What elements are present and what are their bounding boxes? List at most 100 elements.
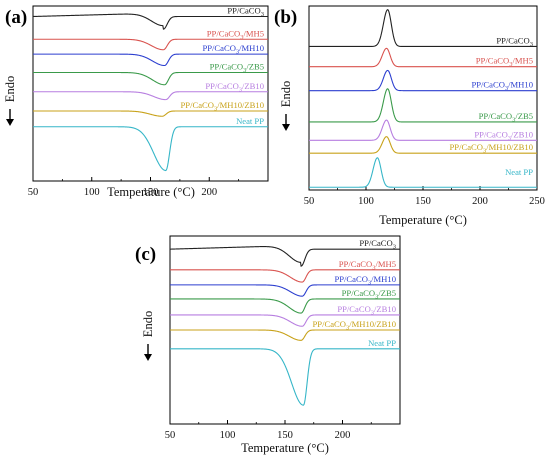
- series-label-sub: 3: [508, 135, 511, 142]
- series-label-main: PP/CaCO: [210, 62, 243, 72]
- x-tick-label: 100: [220, 430, 236, 441]
- series-line: [33, 91, 268, 101]
- series-label: PP/CaCO3/ZB10: [205, 81, 264, 94]
- series-line: [309, 9, 537, 48]
- x-tick-label: 50: [304, 196, 315, 207]
- series-line: [309, 119, 537, 141]
- plot-frame: [308, 5, 538, 191]
- series-label: Neat PP: [368, 338, 396, 348]
- x-axis-label: Temperature (°C): [379, 213, 467, 227]
- series-label-tail: /MH5: [512, 56, 533, 66]
- series-line: [309, 47, 537, 68]
- series-label: PP/CaCO3/MH10: [202, 43, 264, 56]
- series-label: PP/CaCO3/MH10: [471, 80, 533, 93]
- series-label: PP/CaCO3: [359, 238, 396, 251]
- x-axis-label: Temperature (°C): [241, 441, 329, 455]
- series-label-sub: 3: [530, 41, 533, 48]
- series-label: PP/CaCO3/MH5: [339, 259, 396, 272]
- x-axis-label: Temperature (°C): [107, 185, 195, 199]
- series-label-sub: 3: [509, 61, 512, 68]
- x-tick-label: 50: [28, 187, 39, 198]
- x-tick-label: 200: [201, 187, 217, 198]
- series-label: PP/CaCO3/ZB5: [342, 288, 396, 301]
- x-tick-label: 250: [529, 196, 545, 207]
- x-tick-label: 200: [472, 196, 488, 207]
- series-label-sub: 3: [243, 67, 246, 74]
- series-label: PP/CaCO3/MH10/ZB10: [181, 100, 264, 113]
- series-label-main: Neat PP: [505, 167, 533, 177]
- series-label-sub: 3: [372, 264, 375, 271]
- endo-label: Endo: [3, 76, 17, 102]
- series-line: [309, 69, 537, 92]
- series-label-sub: 3: [239, 86, 242, 93]
- x-tick-label: 150: [143, 187, 159, 198]
- series-label: PP/CaCO3: [227, 6, 264, 19]
- series-line: [33, 38, 268, 51]
- series-line: [309, 88, 537, 123]
- series-label-tail: /MH5: [243, 28, 264, 38]
- series-label: Neat PP: [236, 116, 264, 126]
- series-line: [170, 329, 400, 341]
- series-label-main: PP/CaCO: [496, 35, 529, 45]
- series-label-sub: 3: [483, 148, 486, 155]
- panel-label: (a): [5, 7, 27, 28]
- series-label-sub: 3: [512, 116, 515, 123]
- series-label-tail: /MH10/ZB10: [349, 319, 396, 329]
- series-line: [33, 126, 268, 172]
- series-line: [170, 284, 400, 297]
- series-label-tail: /MH10/ZB10: [486, 142, 533, 152]
- series-line: [170, 298, 400, 314]
- series-label: PP/CaCO3/ZB5: [479, 111, 533, 124]
- series-label-tail: /MH10: [239, 43, 264, 53]
- series-label: PP/CaCO3/MH5: [207, 28, 264, 41]
- series-label-main: PP/CaCO: [337, 304, 370, 314]
- series-label-main: PP/CaCO: [474, 129, 507, 139]
- series-label-tail: /MH10/ZB10: [217, 100, 264, 110]
- panel-b: (b) 50 100 150 200 250 Temperature (°C) Endo PP/…: [274, 5, 545, 227]
- panel-c: (c) 50 100 150 200 Temperature (°C) Endo PP/CaC…: [135, 235, 401, 455]
- series-line: [33, 110, 268, 117]
- series-label-tail: /MH10: [371, 274, 396, 284]
- series-label: PP/CaCO3/ZB10: [474, 129, 533, 142]
- series-label-sub: 3: [368, 279, 371, 286]
- x-tick-label: 150: [415, 196, 431, 207]
- series-label-tail: /ZB10: [511, 129, 533, 139]
- series-label: PP/CaCO3/MH10/ZB10: [450, 142, 533, 155]
- series-label-tail: /ZB5: [246, 62, 264, 72]
- series-label-sub: 3: [214, 106, 217, 113]
- series-label-sub: 3: [236, 49, 239, 56]
- endo-arrow-head: [282, 124, 290, 131]
- series-label-tail: /ZB10: [374, 304, 396, 314]
- series-label-main: PP/CaCO: [479, 111, 512, 121]
- series-label-sub: 3: [261, 11, 264, 18]
- series-label-sub: 3: [371, 309, 374, 316]
- series-label-main: PP/CaCO: [334, 274, 367, 284]
- series-label: PP/CaCO3/ZB5: [210, 62, 264, 75]
- panel-a: (a) 50 100 150 200 Temperature (°C) Endo PP/CaC…: [3, 5, 269, 199]
- series-label-tail: /ZB10: [242, 81, 264, 91]
- series-label-main: PP/CaCO: [313, 319, 346, 329]
- series-label-sub: 3: [375, 293, 378, 300]
- endo-label: Endo: [141, 311, 155, 337]
- panel-label: (b): [274, 7, 297, 28]
- series-label-main: PP/CaCO: [207, 28, 240, 38]
- series-label-main: Neat PP: [236, 116, 264, 126]
- x-tick-label: 50: [165, 430, 176, 441]
- series-line: [170, 269, 400, 283]
- x-tick-label: 100: [358, 196, 374, 207]
- endo-arrow-head: [6, 119, 14, 126]
- series-line: [170, 348, 400, 406]
- series-label: Neat PP: [505, 167, 533, 177]
- series-line: [170, 314, 400, 327]
- x-tick-label: 200: [335, 430, 351, 441]
- series-label-sub: 3: [393, 244, 396, 251]
- series-label-main: PP/CaCO: [359, 238, 392, 248]
- series-label-tail: /MH5: [375, 259, 396, 269]
- series-label-main: PP/CaCO: [205, 81, 238, 91]
- series-line: [309, 136, 537, 154]
- series-label-sub: 3: [505, 85, 508, 92]
- endo-label: Endo: [279, 81, 293, 107]
- series-label-main: PP/CaCO: [450, 142, 483, 152]
- series-label: PP/CaCO3/MH10: [334, 274, 396, 287]
